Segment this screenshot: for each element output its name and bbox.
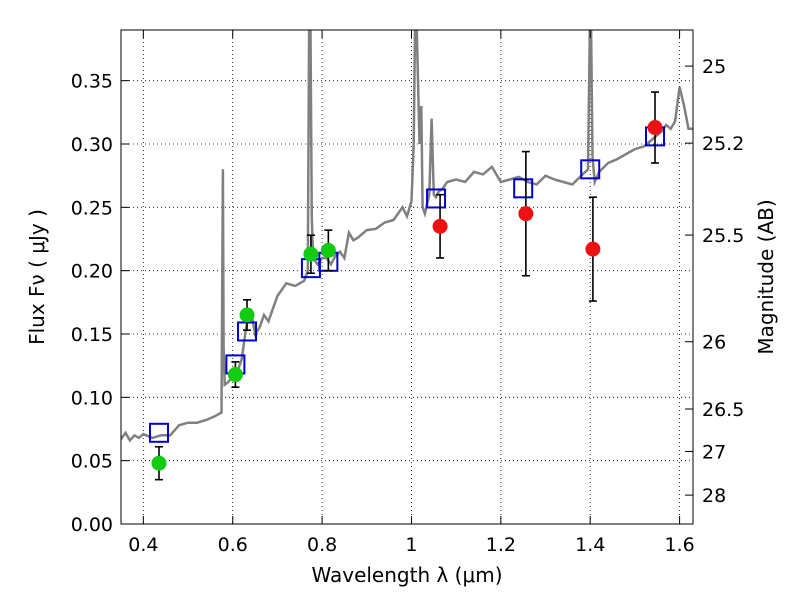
y-tick-label: 0.35: [71, 71, 113, 93]
detection-point: [227, 367, 243, 383]
y-tick-label: 0.05: [71, 451, 113, 473]
y-tick-label: 0.25: [71, 197, 113, 219]
nir-point: [432, 218, 448, 234]
x-tick-label: 1: [405, 534, 417, 556]
nir-point: [647, 120, 663, 136]
axis-ticks: 0.4 0.6 0.8 1 1.2 1.4 1.6 0.00 0.05 0.10 0.15 0.20 0…: [71, 30, 744, 556]
observed-points: [151, 120, 663, 471]
detection-point: [239, 307, 255, 323]
y2-tick-label: 26: [702, 332, 726, 354]
model-photometry-squares: [148, 126, 666, 443]
y-tick-label: 0.00: [71, 514, 113, 536]
model-photometry-square: [580, 159, 601, 180]
y2-tick-label: 27: [702, 441, 726, 463]
nir-point: [585, 241, 601, 257]
model-photometry-square: [148, 422, 169, 443]
y2-tick-label: 25.5: [702, 225, 744, 247]
y-tick-label: 0.10: [71, 387, 113, 409]
y2-axis-title: Magnitude (AB): [754, 199, 778, 354]
plot-frame: [120, 29, 694, 525]
model-photometry-square: [426, 188, 447, 209]
y-axis-title: Flux Fν ( μJy ): [25, 209, 49, 345]
model-photometry-square: [513, 178, 534, 199]
x-tick-label: 0.6: [218, 534, 248, 556]
y2-tick-label: 28: [702, 485, 726, 507]
x-tick-label: 1.6: [664, 534, 694, 556]
plot-background: [121, 30, 693, 524]
detection-point: [151, 455, 167, 471]
nir-point: [518, 206, 534, 222]
detection-point: [303, 246, 319, 262]
y2-tick-label: 25: [702, 56, 726, 78]
x-tick-label: 1.4: [575, 534, 605, 556]
y2-tick-label: 25.2: [702, 133, 744, 155]
y-tick-label: 0.20: [71, 261, 113, 283]
y2-tick-label: 26.5: [702, 399, 744, 421]
y-tick-label: 0.15: [71, 324, 113, 346]
x-tick-label: 0.8: [307, 534, 337, 556]
y-tick-label: 0.30: [71, 134, 113, 156]
x-axis-title: Wavelength λ (μm): [311, 563, 502, 587]
x-tick-label: 1.2: [486, 534, 516, 556]
model-spectrum-line: [121, 30, 693, 443]
detection-point: [320, 242, 336, 258]
x-tick-label: 0.4: [128, 534, 158, 556]
